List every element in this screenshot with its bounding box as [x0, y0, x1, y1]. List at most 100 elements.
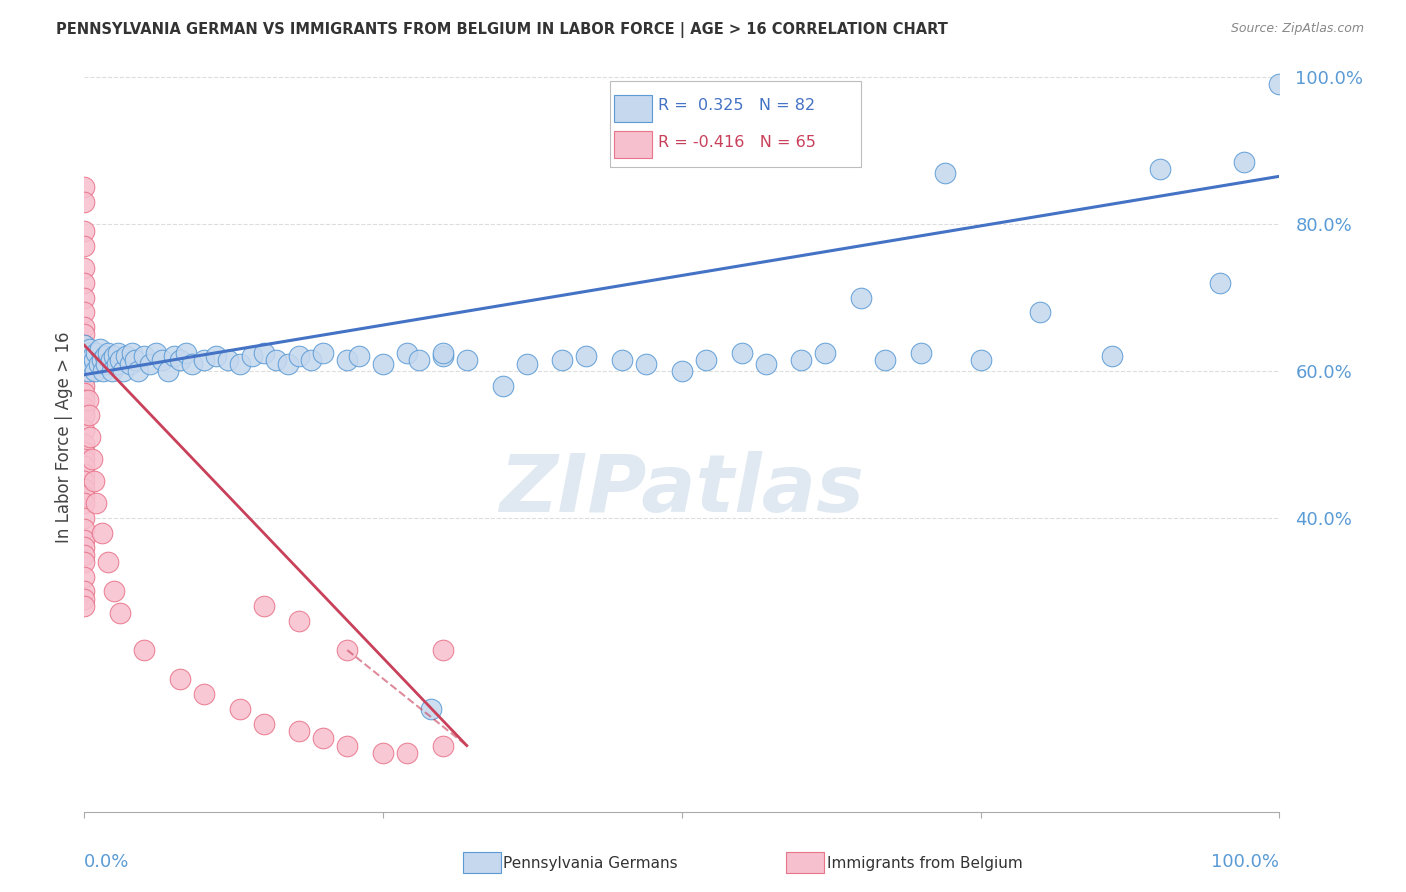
Point — [73, 569, 96, 583]
FancyBboxPatch shape — [610, 81, 862, 168]
Point — [84, 364, 107, 378]
Point — [73, 511, 96, 525]
Text: Immigrants from Belgium: Immigrants from Belgium — [827, 856, 1022, 871]
Point — [83, 353, 105, 368]
Point — [91, 353, 114, 368]
Point — [492, 378, 515, 392]
Point — [77, 345, 100, 359]
Point — [77, 393, 100, 408]
Text: Source: ZipAtlas.com: Source: ZipAtlas.com — [1230, 22, 1364, 36]
Point — [73, 319, 96, 334]
Point — [1268, 78, 1291, 92]
Point — [73, 541, 96, 555]
Point — [73, 584, 96, 599]
Point — [77, 408, 100, 422]
Point — [77, 364, 100, 378]
Point — [934, 166, 956, 180]
Point — [432, 349, 454, 363]
Point — [111, 364, 134, 378]
Point — [73, 522, 96, 536]
Point — [80, 357, 103, 371]
Point — [432, 739, 454, 753]
Point — [73, 401, 96, 415]
Text: R = -0.416   N = 65: R = -0.416 N = 65 — [658, 135, 815, 150]
Point — [73, 327, 96, 342]
Point — [420, 702, 443, 716]
Point — [636, 357, 658, 371]
Point — [671, 364, 693, 378]
Point — [73, 224, 96, 238]
Point — [124, 353, 146, 368]
Point — [73, 378, 96, 392]
Point — [73, 591, 96, 606]
Point — [288, 723, 311, 738]
Point — [73, 437, 96, 451]
Point — [73, 467, 96, 481]
Point — [456, 353, 478, 368]
Point — [612, 353, 634, 368]
Point — [73, 194, 96, 209]
Point — [86, 496, 108, 510]
Text: ZIPatlas: ZIPatlas — [499, 450, 865, 529]
Point — [253, 599, 276, 613]
Point — [73, 482, 96, 496]
Point — [288, 614, 311, 628]
Point — [73, 345, 96, 359]
Text: PENNSYLVANIA GERMAN VS IMMIGRANTS FROM BELGIUM IN LABOR FORCE | AGE > 16 CORRELA: PENNSYLVANIA GERMAN VS IMMIGRANTS FROM B… — [56, 22, 948, 38]
Point — [174, 345, 197, 359]
Point — [396, 746, 419, 760]
Point — [169, 353, 191, 368]
Point — [301, 353, 323, 368]
Point — [73, 239, 96, 253]
FancyBboxPatch shape — [614, 95, 652, 121]
Point — [551, 353, 574, 368]
Point — [336, 739, 359, 753]
Point — [73, 180, 96, 194]
Point — [229, 702, 252, 716]
Point — [127, 364, 149, 378]
Point — [205, 349, 228, 363]
Point — [103, 584, 125, 599]
Point — [93, 364, 115, 378]
Point — [132, 643, 156, 657]
Point — [253, 716, 276, 731]
Point — [73, 291, 96, 305]
Point — [105, 357, 128, 371]
Point — [91, 525, 114, 540]
Point — [373, 357, 395, 371]
Y-axis label: In Labor Force | Age > 16: In Labor Force | Age > 16 — [55, 331, 73, 543]
Point — [73, 444, 96, 458]
Point — [193, 687, 215, 701]
Point — [73, 459, 96, 474]
Point — [86, 345, 108, 359]
Point — [163, 349, 186, 363]
Point — [432, 643, 454, 657]
Point — [73, 338, 96, 352]
Point — [83, 474, 105, 488]
Point — [121, 345, 143, 359]
Point — [1149, 161, 1171, 176]
Point — [139, 357, 162, 371]
Point — [73, 393, 96, 408]
Point — [516, 357, 538, 371]
Point — [1209, 276, 1232, 290]
Point — [253, 345, 276, 359]
Point — [575, 349, 598, 363]
Point — [1029, 305, 1052, 319]
Point — [118, 357, 141, 371]
Point — [145, 345, 167, 359]
Point — [73, 555, 96, 569]
Point — [695, 353, 717, 368]
Point — [970, 353, 993, 368]
Point — [115, 349, 138, 363]
Point — [100, 353, 122, 368]
Point — [87, 357, 110, 371]
Point — [82, 349, 104, 363]
Point — [336, 353, 359, 368]
Point — [73, 548, 96, 562]
Point — [110, 353, 132, 368]
Point — [814, 345, 837, 359]
Point — [755, 357, 778, 371]
Point — [264, 353, 287, 368]
Point — [110, 607, 132, 621]
